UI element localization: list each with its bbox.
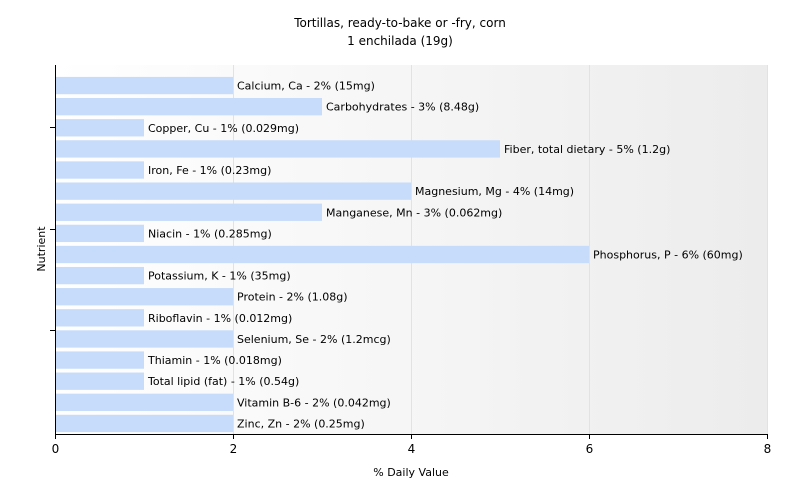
x-tick-label: 4	[408, 442, 416, 456]
x-tick-label: 6	[586, 442, 594, 456]
bar-label: Selenium, Se - 2% (1.2mcg)	[237, 333, 391, 346]
bar	[55, 288, 233, 306]
bar	[55, 245, 589, 264]
bar	[55, 224, 144, 243]
x-tick-label: 8	[764, 442, 772, 456]
bar-label: Zinc, Zn - 2% (0.25mg)	[237, 417, 365, 430]
bar-label: Vitamin B-6 - 2% (0.042mg)	[237, 396, 391, 409]
bar	[55, 140, 500, 158]
bar-label: Niacin - 1% (0.285mg)	[148, 227, 272, 240]
bar	[55, 414, 233, 433]
bar	[55, 266, 144, 285]
y-axis-label: Nutrient	[35, 226, 48, 272]
x-axis-label: % Daily Value	[373, 466, 449, 479]
bars	[55, 76, 589, 433]
bar-label: Magnesium, Mg - 4% (14mg)	[415, 185, 574, 198]
bar	[55, 161, 144, 179]
bar-label: Carbohydrates - 3% (8.48g)	[326, 101, 479, 114]
bar-label: Copper, Cu - 1% (0.029mg)	[148, 122, 299, 135]
bar-label: Thiamin - 1% (0.018mg)	[147, 354, 282, 367]
bar	[55, 119, 144, 137]
bar-label: Iron, Fe - 1% (0.23mg)	[148, 164, 271, 177]
x-tick-label: 2	[230, 442, 238, 456]
bar	[55, 372, 144, 390]
chart-subtitle: 1 enchilada (19g)	[347, 34, 453, 48]
bar	[55, 309, 144, 327]
x-tick-label: 0	[52, 442, 60, 456]
bar-label: Phosphorus, P - 6% (60mg)	[593, 249, 743, 262]
bar-label: Manganese, Mn - 3% (0.062mg)	[326, 206, 502, 219]
bar	[55, 393, 233, 411]
bar	[55, 98, 322, 116]
bar-label: Protein - 2% (1.08g)	[237, 291, 348, 304]
bar	[55, 203, 322, 221]
bar-label: Total lipid (fat) - 1% (0.54g)	[147, 375, 299, 388]
x-ticks: 0 2 4 6 8	[52, 434, 772, 456]
bar	[55, 330, 233, 348]
bar-label: Calcium, Ca - 2% (15mg)	[237, 80, 375, 93]
bar	[55, 182, 411, 200]
chart-title: Tortillas, ready-to-bake or -fry, corn	[293, 16, 506, 30]
bar	[55, 351, 144, 369]
bar	[55, 76, 233, 95]
bar-labels: Calcium, Ca - 2% (15mg) Carbohydrates - 3…	[147, 80, 743, 431]
bar-label: Potassium, K - 1% (35mg)	[148, 270, 291, 283]
bar-label: Fiber, total dietary - 5% (1.2g)	[504, 143, 670, 156]
bar-label: Riboflavin - 1% (0.012mg)	[148, 312, 292, 325]
